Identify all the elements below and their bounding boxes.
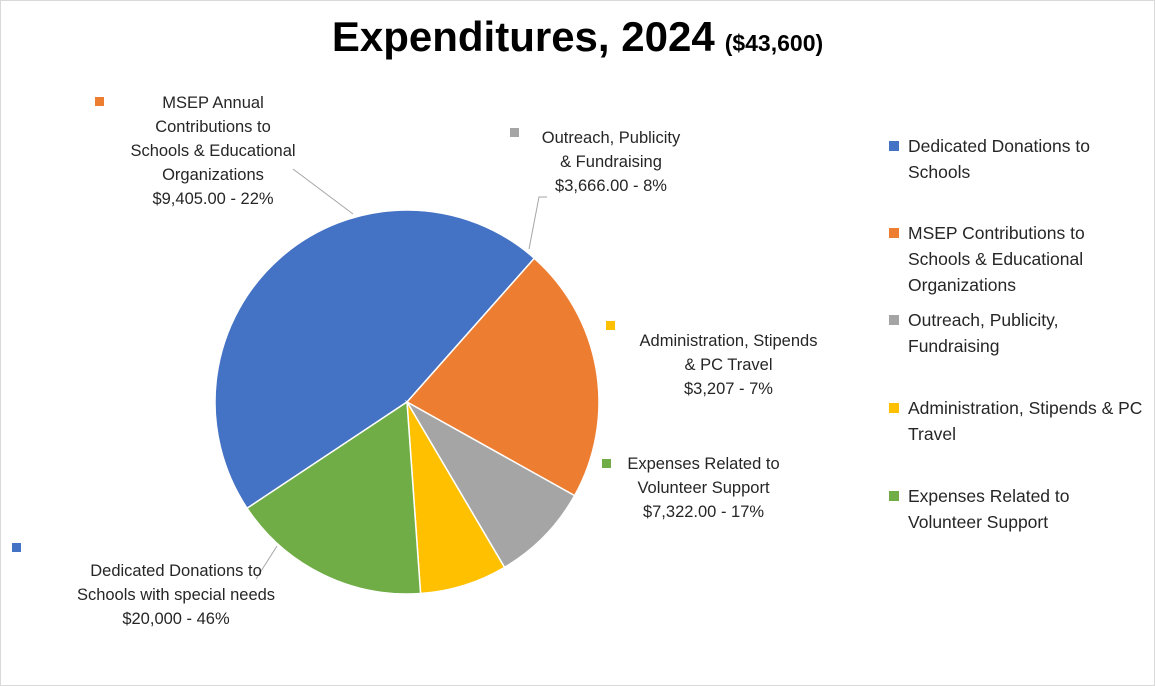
chart-title: Expenditures, 2024 ($43,600) [1, 13, 1154, 61]
legend-label: Dedicated Donations to Schools [908, 136, 1090, 182]
data-label: Expenses Related to Volunteer Support $7… [627, 455, 780, 521]
chart-title-main: Expenditures, 2024 [331, 13, 715, 60]
pie-slice [404, 399, 576, 569]
pie-slice [246, 400, 422, 595]
legend-label: Expenses Related to Volunteer Support [908, 486, 1070, 532]
legend-label: Outreach, Publicity, Fundraising [908, 310, 1059, 356]
data-label: Administration, Stipends & PC Travel $3,… [639, 332, 818, 398]
legend-label: Administration, Stipends & PC Travel [908, 398, 1143, 444]
pie-slice [405, 257, 600, 497]
leader-line [528, 196, 547, 250]
legend-swatch [889, 491, 899, 501]
data-label-marker [510, 128, 519, 137]
legend-label: MSEP Contributions to Schools & Educatio… [908, 223, 1085, 295]
chart-title-total: ($43,600) [724, 30, 824, 56]
data-label: MSEP Annual Contributions to Schools & E… [130, 94, 296, 208]
legend-swatch [889, 315, 899, 325]
legend-swatch [889, 228, 899, 238]
pie-slice [214, 209, 536, 510]
data-label: Outreach, Publicity & Fundraising $3,666… [541, 129, 681, 195]
data-label: Dedicated Donations to Schools with spec… [76, 562, 276, 628]
leader-line [292, 168, 354, 215]
data-label-marker [606, 321, 615, 330]
leader-line [255, 545, 278, 580]
legend-swatch [889, 403, 899, 413]
legend-swatch [889, 141, 899, 151]
data-label-marker [12, 543, 21, 552]
data-label-marker [95, 97, 104, 106]
data-label-marker [602, 459, 611, 468]
